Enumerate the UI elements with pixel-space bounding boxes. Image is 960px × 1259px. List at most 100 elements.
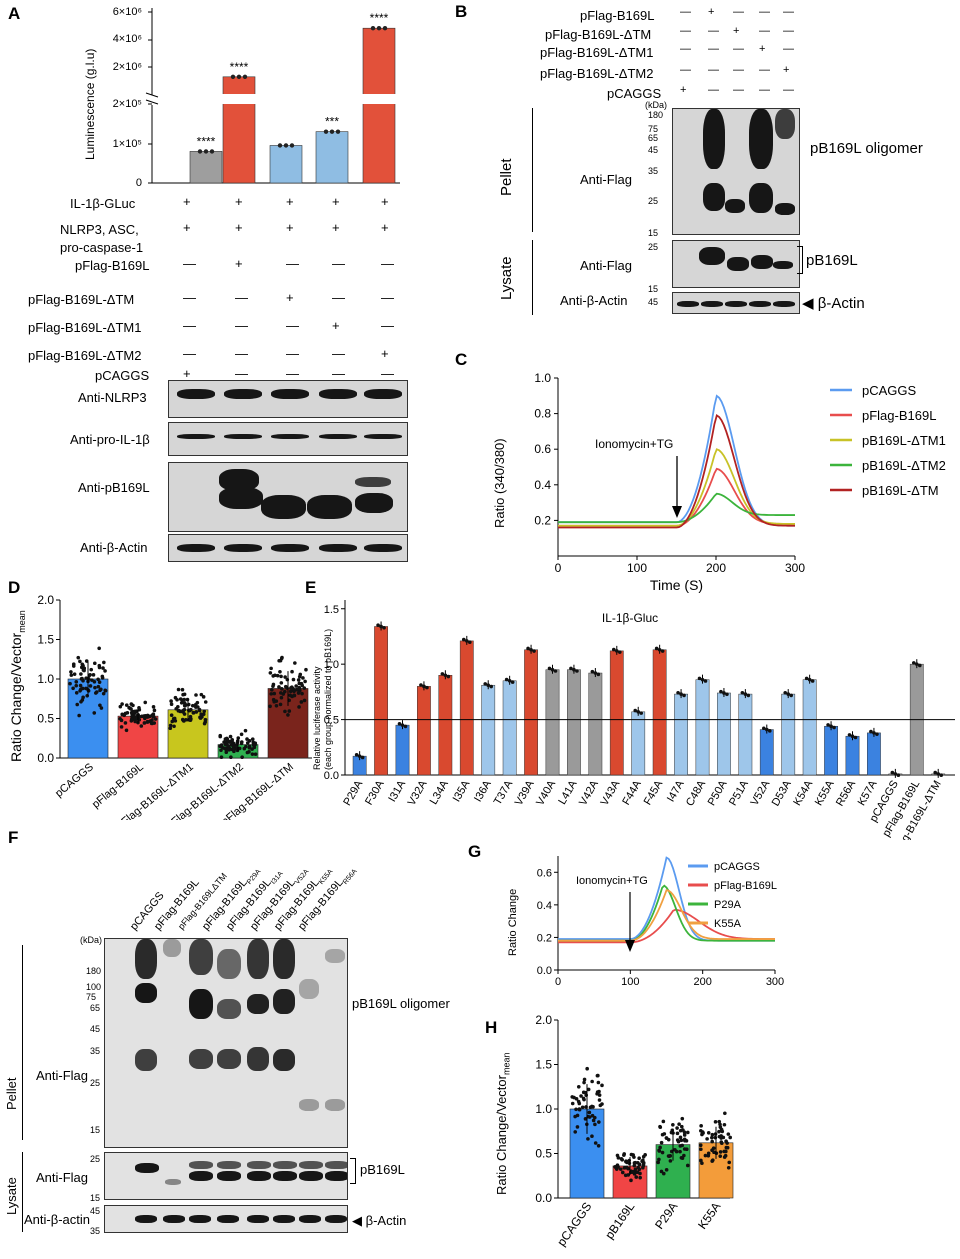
- blot-band: [163, 939, 181, 957]
- d-point: [184, 717, 188, 722]
- e-point: [611, 647, 616, 652]
- blot-band: [325, 1171, 347, 1181]
- d-point: [75, 702, 80, 707]
- h-point: [600, 1083, 604, 1088]
- b-row-mark: —: [708, 84, 719, 96]
- d-point: [194, 693, 198, 697]
- blot-band: [189, 1049, 213, 1069]
- e-ytick-label: 0.0: [324, 770, 339, 782]
- f-blot-pellet: [104, 938, 348, 1148]
- e-bar: [738, 693, 753, 776]
- e-xtick-label: F30A: [363, 778, 387, 807]
- h-point: [710, 1148, 714, 1153]
- e-xtick-label: I47A: [665, 778, 687, 804]
- e-point: [547, 666, 552, 671]
- d-point: [123, 721, 128, 725]
- a-ytick-4e6: 4×10⁶: [113, 33, 142, 45]
- b-mw-marker: 15: [648, 228, 659, 238]
- h-point: [685, 1163, 690, 1168]
- e-bar: [824, 725, 838, 776]
- d-point: [101, 666, 105, 670]
- blot-band: [299, 1171, 323, 1181]
- b-row-mark: —: [680, 64, 691, 76]
- h-point: [615, 1153, 620, 1158]
- e-ylabel-1: Relative luciferase activity: [312, 666, 322, 770]
- d-point: [168, 726, 173, 731]
- d-point: [283, 684, 288, 689]
- h-ytick-label: 1.0: [535, 1102, 552, 1116]
- c-ytick-label: 0.2: [534, 513, 551, 527]
- d-xtick-label: pCAGGS: [53, 761, 96, 800]
- d-ylabel-text: Ratio Change/Vector: [8, 632, 24, 762]
- h-point: [597, 1120, 601, 1124]
- h-point: [699, 1124, 703, 1128]
- c-xtick-label: 100: [627, 561, 647, 575]
- d-point: [132, 709, 137, 714]
- panel-letter-c: C: [455, 350, 468, 369]
- h-point: [637, 1156, 641, 1161]
- h-point: [725, 1145, 730, 1150]
- b-lysate-label: Lysate: [498, 256, 515, 300]
- b-blot-lysate: [672, 240, 800, 288]
- a-row-mark: +: [332, 318, 340, 333]
- blot-band: [299, 1215, 321, 1223]
- d-point: [103, 669, 107, 673]
- f-monomer-label: pB169L: [360, 1162, 405, 1177]
- d-point: [124, 728, 129, 733]
- blot-band: [319, 544, 357, 552]
- d-point: [131, 703, 135, 708]
- e-point: [682, 693, 686, 698]
- h-point: [727, 1160, 732, 1165]
- h-point: [636, 1165, 640, 1170]
- e-bar: [695, 679, 710, 776]
- d-ylabel: Ratio Change/Vectormean: [8, 610, 27, 762]
- h-point: [638, 1171, 642, 1176]
- h-point: [706, 1130, 711, 1135]
- e-point: [596, 672, 601, 677]
- d-point: [201, 695, 206, 699]
- d-point: [219, 755, 224, 760]
- e-point: [700, 677, 705, 682]
- h-point: [700, 1161, 704, 1165]
- d-point: [237, 746, 242, 751]
- a-row-mark: —: [235, 366, 248, 381]
- g-annotation: Ionomycin+TG: [576, 875, 648, 887]
- d-point: [97, 646, 101, 651]
- h-point: [658, 1145, 662, 1150]
- a-row-mark: +: [235, 220, 243, 235]
- g-legend-label: pFlag-B169L: [714, 880, 777, 892]
- b-mw-marker: 180: [648, 110, 664, 120]
- h-point: [723, 1111, 727, 1116]
- d-point: [96, 677, 100, 682]
- g-ytick-label: 0.2: [537, 932, 552, 944]
- blot-band: [219, 469, 259, 491]
- d-point: [251, 743, 256, 747]
- d-point: [88, 684, 93, 688]
- d-point: [77, 713, 81, 718]
- d-point: [130, 714, 134, 719]
- e-point: [679, 692, 683, 696]
- f-mw-marker: 180: [86, 966, 102, 976]
- d-point: [79, 699, 83, 704]
- h-point: [643, 1153, 647, 1157]
- e-point: [446, 674, 451, 679]
- e-point: [911, 661, 916, 665]
- e-bar: [588, 672, 603, 776]
- a-row-mark: —: [235, 346, 248, 361]
- b-monomer-label: pB169L: [806, 252, 858, 269]
- e-point: [633, 708, 638, 713]
- h-point: [640, 1159, 644, 1164]
- c-ytick-label: 0.6: [534, 442, 551, 456]
- d-point: [93, 685, 97, 690]
- a-row-mark: +: [235, 194, 243, 209]
- e-xtick-label: P50A: [706, 778, 730, 808]
- h-point: [626, 1173, 631, 1177]
- d-point: [271, 674, 276, 678]
- h-point: [582, 1077, 587, 1082]
- e-point: [933, 770, 938, 775]
- d-point: [230, 738, 235, 742]
- a-row-mark: +: [332, 220, 340, 235]
- d-point: [180, 687, 185, 692]
- d-point: [299, 681, 304, 686]
- b-row-mark: —: [680, 25, 691, 37]
